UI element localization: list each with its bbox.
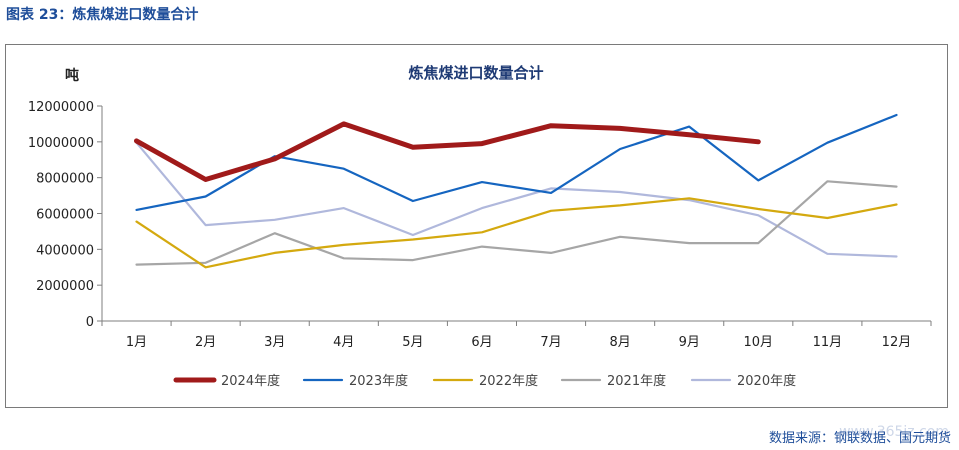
x-tick-label: 3月 [264, 335, 285, 350]
series-line-2023年度 [135, 113, 898, 211]
legend-label: 2022年度 [479, 373, 538, 389]
line-chart: 炼焦煤进口数量合计 吨 0 2000000 4000000 6000000 800000… [28, 64, 932, 389]
x-tick-label: 4月 [333, 335, 354, 350]
chart-frame: 炼焦煤进口数量合计 吨 0 2000000 4000000 6000000 800000… [5, 44, 948, 408]
x-tick-label: 9月 [679, 335, 700, 350]
y-tick-label: 12000000 [28, 100, 94, 115]
y-axis-unit-label: 吨 [65, 67, 79, 84]
series-line-2020年度 [135, 141, 898, 258]
x-tick-label: 12月 [882, 335, 912, 350]
y-tick-label: 8000000 [36, 172, 94, 187]
legend-label: 2024年度 [221, 373, 280, 389]
x-tick-label: 11月 [813, 335, 843, 350]
x-tick-label: 7月 [540, 335, 561, 350]
axes: 0 2000000 4000000 6000000 8000000 10000000 120… [28, 100, 932, 350]
legend-label: 2021年度 [607, 373, 666, 389]
series-layer [134, 113, 898, 269]
y-tick-label: 2000000 [36, 279, 94, 294]
series-line-2024年度 [134, 121, 761, 182]
source-note: 数据来源：钢联数据、国元期货 [768, 431, 951, 446]
x-tick-label: 2月 [195, 335, 216, 350]
y-tick-label: 10000000 [28, 136, 94, 151]
x-tick-label: 10月 [744, 335, 774, 350]
series-line-2021年度 [135, 180, 898, 266]
chart-title: 炼焦煤进口数量合计 [408, 64, 543, 82]
x-tick-label: 6月 [471, 335, 492, 350]
x-tick-label: 1月 [126, 335, 147, 350]
legend: 2024年度 2023年度 2022年度 2021年度 2020年度 [173, 373, 796, 389]
watermark: www.365jz.com [839, 424, 949, 440]
y-tick-label: 0 [86, 315, 94, 330]
y-tick-label: 4000000 [36, 243, 94, 258]
y-tick-label: 6000000 [36, 208, 94, 223]
legend-label: 2020年度 [737, 373, 796, 389]
series-line-2022年度 [135, 197, 898, 269]
x-tick-label: 5月 [402, 335, 423, 350]
figure-caption: 图表 23：炼焦煤进口数量合计 [6, 7, 199, 23]
legend-label: 2023年度 [349, 373, 408, 389]
x-tick-label: 8月 [609, 335, 630, 350]
